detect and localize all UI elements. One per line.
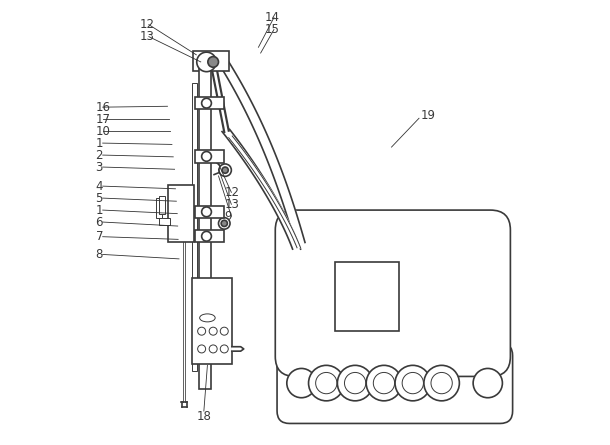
Text: 3: 3	[96, 161, 103, 174]
Bar	[193, 51, 229, 71]
Circle shape	[208, 57, 218, 67]
Text: 7: 7	[96, 230, 103, 243]
Bar	[159, 196, 165, 214]
Bar	[195, 97, 224, 109]
Circle shape	[218, 218, 230, 229]
Text: 13: 13	[140, 30, 155, 43]
Circle shape	[202, 207, 212, 217]
Bar	[192, 278, 232, 364]
FancyBboxPatch shape	[277, 343, 512, 424]
Polygon shape	[232, 347, 244, 351]
Circle shape	[202, 231, 212, 241]
Text: 18: 18	[196, 410, 211, 423]
Circle shape	[287, 368, 316, 398]
Text: 17: 17	[96, 113, 110, 125]
Text: 19: 19	[420, 109, 436, 121]
Circle shape	[337, 365, 373, 401]
Text: 8: 8	[96, 248, 103, 261]
Text: 15: 15	[265, 23, 280, 36]
Circle shape	[198, 345, 206, 353]
Text: 4: 4	[96, 180, 103, 193]
Circle shape	[395, 365, 431, 401]
Bar	[159, 218, 170, 225]
Bar	[195, 230, 224, 243]
Text: 12: 12	[224, 186, 239, 199]
Text: 14: 14	[265, 11, 280, 24]
Text: 12: 12	[140, 18, 155, 31]
Circle shape	[202, 98, 212, 108]
Text: 10: 10	[96, 125, 110, 138]
Text: 5: 5	[96, 192, 103, 205]
Circle shape	[198, 327, 206, 335]
Circle shape	[309, 365, 344, 401]
Bar	[195, 206, 224, 218]
Circle shape	[220, 345, 228, 353]
Circle shape	[202, 151, 212, 161]
Polygon shape	[229, 136, 301, 248]
FancyBboxPatch shape	[275, 210, 511, 376]
Circle shape	[220, 327, 228, 335]
Circle shape	[345, 372, 366, 394]
Circle shape	[209, 345, 217, 353]
Circle shape	[366, 365, 402, 401]
Text: 6: 6	[96, 215, 103, 229]
Circle shape	[315, 372, 337, 394]
Circle shape	[424, 365, 459, 401]
Ellipse shape	[199, 314, 215, 322]
Bar	[195, 150, 224, 162]
Circle shape	[473, 368, 503, 398]
Bar	[192, 83, 197, 371]
Circle shape	[209, 327, 217, 335]
Polygon shape	[222, 129, 301, 249]
Polygon shape	[215, 55, 305, 243]
Circle shape	[222, 167, 228, 173]
Text: 2: 2	[96, 149, 103, 162]
Circle shape	[221, 220, 228, 227]
Bar	[156, 198, 162, 218]
Bar	[199, 61, 210, 389]
Circle shape	[402, 372, 423, 394]
Bar	[335, 263, 400, 331]
Text: 13: 13	[224, 198, 239, 211]
Text: 9: 9	[224, 210, 232, 223]
Circle shape	[373, 372, 395, 394]
Circle shape	[197, 52, 217, 72]
Text: 1: 1	[96, 203, 103, 217]
Text: 16: 16	[96, 101, 110, 113]
Circle shape	[219, 164, 231, 176]
Bar	[168, 185, 194, 243]
Circle shape	[431, 372, 452, 394]
Text: 1: 1	[96, 137, 103, 150]
